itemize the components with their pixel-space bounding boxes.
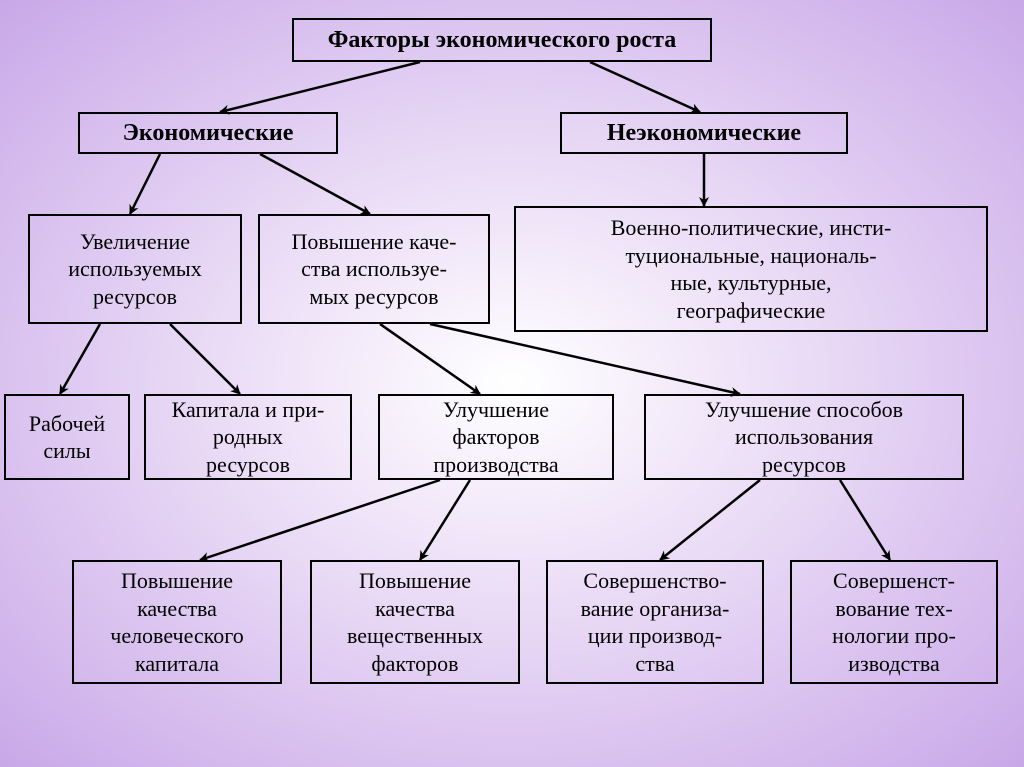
node-label: Рабочей силы [14, 410, 120, 465]
node-techprod: Совершенст- вование тех- нологии про- из… [790, 560, 998, 684]
node-orgprod: Совершенство- вание организа- ции произв… [546, 560, 764, 684]
node-label: Улучшение способов использования ресурсо… [705, 396, 903, 479]
node-milpol: Военно-политические, инсти- туциональные… [514, 206, 988, 332]
node-label: Повышение каче- ства используе- мых ресу… [292, 228, 457, 311]
edge-root-nonecon [590, 62, 700, 112]
node-nonecon: Неэкономические [560, 112, 848, 154]
node-label: Повышение качества человеческого капитал… [110, 567, 243, 677]
edge-root-econ [220, 62, 420, 112]
node-label: Улучшение факторов производства [433, 396, 558, 479]
node-label: Неэкономические [607, 118, 801, 148]
node-capnat: Капитала и при- родных ресурсов [144, 394, 352, 480]
node-label: Капитала и при- родных ресурсов [172, 396, 325, 479]
node-matfact: Повышение качества вещественных факторов [310, 560, 520, 684]
edge-impways-orgprod [660, 480, 760, 560]
node-label: Факторы экономического роста [328, 25, 676, 55]
edge-econ-qualres [260, 154, 370, 214]
node-impways: Улучшение способов использования ресурсо… [644, 394, 964, 480]
node-label: Военно-политические, инсти- туциональные… [611, 214, 892, 324]
edge-econ-incres [130, 154, 160, 214]
edge-impfact-humcap [200, 480, 440, 560]
node-impfact: Улучшение факторов производства [378, 394, 614, 480]
node-label: Совершенство- вание организа- ции произв… [581, 567, 730, 677]
edge-qualres-impways [430, 324, 740, 394]
node-qualres: Повышение каче- ства используе- мых ресу… [258, 214, 490, 324]
node-incres: Увеличение используемых ресурсов [28, 214, 242, 324]
node-label: Увеличение используемых ресурсов [38, 228, 232, 311]
node-label: Совершенст- вование тех- нологии про- из… [832, 567, 956, 677]
node-root: Факторы экономического роста [292, 18, 712, 62]
node-labor: Рабочей силы [4, 394, 130, 480]
edge-impfact-matfact [420, 480, 470, 560]
edge-incres-capnat [170, 324, 240, 394]
node-humcap: Повышение качества человеческого капитал… [72, 560, 282, 684]
node-label: Экономические [123, 118, 294, 148]
node-econ: Экономические [78, 112, 338, 154]
edge-impways-techprod [840, 480, 890, 560]
node-label: Повышение качества вещественных факторов [347, 567, 483, 677]
edge-qualres-impfact [380, 324, 480, 394]
edge-incres-labor [60, 324, 100, 394]
